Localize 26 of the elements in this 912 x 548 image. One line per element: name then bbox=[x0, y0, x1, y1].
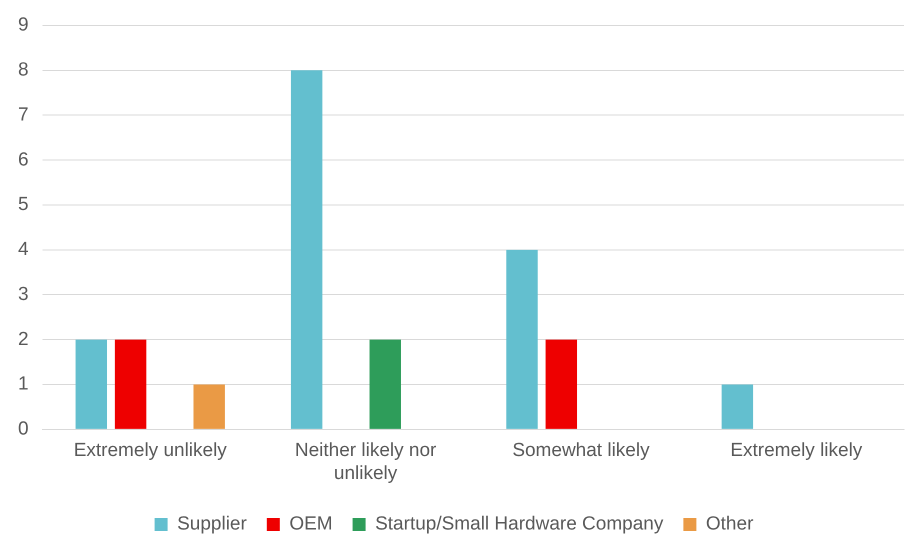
y-tick-label: 6 bbox=[18, 149, 29, 170]
bar bbox=[722, 384, 754, 429]
y-tick-label: 2 bbox=[18, 328, 29, 350]
x-tick-label: Extremely likely bbox=[730, 440, 863, 462]
bar bbox=[506, 250, 538, 429]
bar bbox=[290, 70, 322, 429]
bar bbox=[370, 340, 401, 429]
x-tick-label: Extremely unlikely bbox=[74, 440, 228, 462]
y-tick-label: 5 bbox=[18, 194, 29, 216]
bar bbox=[193, 384, 225, 429]
y-tick-label: 3 bbox=[18, 284, 29, 305]
bar bbox=[114, 340, 146, 429]
y-tick-label: 7 bbox=[18, 104, 29, 126]
y-tick-label: 8 bbox=[18, 60, 29, 81]
y-tick-label: 1 bbox=[18, 374, 29, 395]
y-tick-label: 4 bbox=[18, 239, 29, 260]
legend-label: Supplier bbox=[177, 514, 248, 535]
x-tick-label: Somewhat likely bbox=[512, 440, 650, 462]
legend-label: Other bbox=[706, 514, 754, 535]
y-tick-label: 0 bbox=[18, 418, 29, 440]
bar bbox=[546, 340, 578, 429]
x-tick-label: Neither likely nor unlikely bbox=[294, 440, 438, 484]
legend-label: Startup/Small Hardware Company bbox=[375, 514, 664, 535]
bar bbox=[76, 340, 108, 429]
legend-label: OEM bbox=[289, 514, 333, 535]
y-tick-label: 9 bbox=[18, 14, 29, 36]
